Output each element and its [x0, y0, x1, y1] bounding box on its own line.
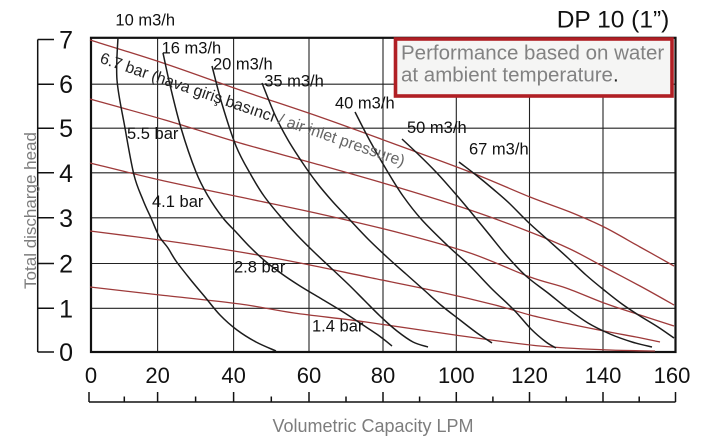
svg-text:4: 4: [59, 160, 73, 188]
svg-text:80: 80: [371, 363, 395, 388]
svg-text:50 m3/h: 50 m3/h: [407, 119, 467, 137]
svg-text:1.4 bar: 1.4 bar: [312, 318, 364, 336]
svg-text:1: 1: [59, 295, 73, 323]
svg-text:7: 7: [59, 27, 73, 55]
svg-text:100: 100: [438, 363, 475, 388]
svg-text:Total discharge head: Total discharge head: [21, 132, 40, 289]
svg-text:60: 60: [297, 363, 321, 388]
svg-text:40 m3/h: 40 m3/h: [335, 95, 395, 113]
svg-text:4.1 bar: 4.1 bar: [152, 193, 204, 211]
svg-text:120: 120: [511, 363, 548, 388]
svg-text:2: 2: [59, 251, 73, 279]
svg-text:Performance based on water: Performance based on water: [401, 42, 664, 65]
svg-text:at ambient temperature.: at ambient temperature.: [401, 64, 619, 87]
svg-text:140: 140: [585, 363, 622, 388]
svg-text:16 m3/h: 16 m3/h: [162, 40, 222, 58]
svg-text:0: 0: [59, 339, 73, 367]
svg-text:10 m3/h: 10 m3/h: [115, 12, 175, 30]
svg-text:3: 3: [59, 205, 73, 233]
svg-text:40: 40: [221, 363, 245, 388]
svg-text:DP 10 (1”): DP 10 (1”): [557, 7, 670, 34]
svg-text:20: 20: [145, 363, 169, 388]
svg-text:5: 5: [59, 115, 73, 143]
svg-text:67 m3/h: 67 m3/h: [469, 141, 529, 159]
svg-text:5.5 bar: 5.5 bar: [127, 125, 179, 143]
svg-text:35 m3/h: 35 m3/h: [264, 73, 324, 91]
svg-text:2.8 bar: 2.8 bar: [234, 259, 286, 277]
svg-text:Volumetric Capacity LPM: Volumetric Capacity LPM: [272, 416, 473, 436]
svg-text:20 m3/h: 20 m3/h: [213, 56, 273, 74]
svg-text:0: 0: [85, 363, 97, 388]
svg-text:160: 160: [654, 363, 691, 388]
svg-text:6: 6: [59, 71, 73, 99]
